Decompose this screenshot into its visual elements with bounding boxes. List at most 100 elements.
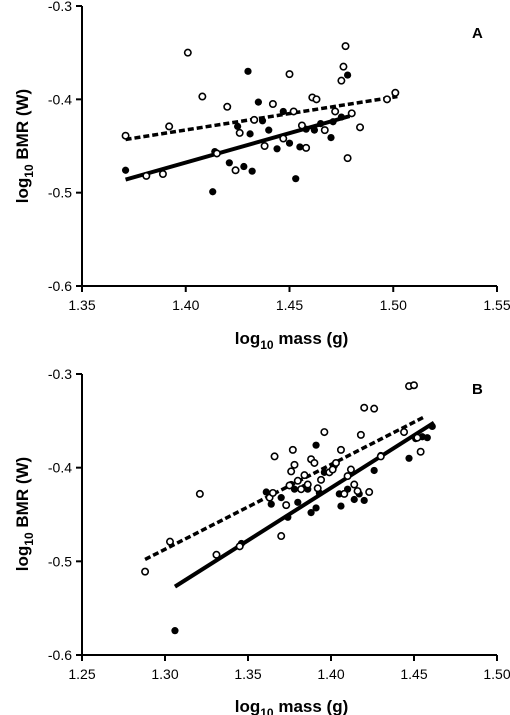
filled-data-point xyxy=(327,134,335,142)
open-data-point xyxy=(328,465,337,474)
open-data-point xyxy=(268,100,277,109)
filled-data-point xyxy=(171,627,179,635)
open-data-point xyxy=(165,122,174,131)
x-tick-label: 1.55 xyxy=(483,297,510,313)
open-data-point xyxy=(183,48,192,57)
y-tick-label: -0.4 xyxy=(48,460,72,476)
solid-fit-line xyxy=(125,114,351,182)
open-data-point xyxy=(376,452,385,461)
filled-data-point xyxy=(296,143,304,151)
x-axis-title-main: log xyxy=(235,329,261,348)
x-axis-title-subscript: 10 xyxy=(260,706,274,715)
filled-data-point xyxy=(428,422,436,431)
y-axis-title-main: log xyxy=(13,178,32,204)
x-tick-label: 1.25 xyxy=(68,666,95,682)
open-data-point xyxy=(331,458,340,467)
x-tick-label: 1.40 xyxy=(317,666,344,682)
filled-data-point xyxy=(294,498,302,506)
open-data-point xyxy=(370,404,379,413)
open-data-point xyxy=(121,131,130,140)
open-data-point xyxy=(391,88,400,97)
open-data-point xyxy=(235,128,244,137)
open-data-point xyxy=(365,488,374,497)
open-data-point xyxy=(343,472,352,481)
filled-data-point xyxy=(312,504,320,512)
open-data-point xyxy=(297,121,306,130)
open-data-point xyxy=(350,480,359,489)
filled-data-point xyxy=(234,122,242,130)
open-data-point xyxy=(297,485,306,494)
open-data-point xyxy=(317,475,326,484)
filled-data-point xyxy=(423,434,431,442)
open-data-point xyxy=(289,107,298,116)
open-data-point xyxy=(360,403,369,412)
filled-data-point xyxy=(350,495,358,504)
open-data-point xyxy=(285,481,294,490)
y-tick-label: -0.3 xyxy=(48,0,72,14)
open-data-point xyxy=(413,433,422,442)
open-data-point xyxy=(288,445,297,454)
open-data-point xyxy=(287,467,296,476)
filled-data-point xyxy=(337,502,345,510)
open-data-point xyxy=(198,92,207,101)
open-data-point xyxy=(223,102,232,111)
filled-data-point xyxy=(344,71,352,79)
filled-data-point xyxy=(121,166,130,174)
filled-data-point xyxy=(329,118,337,126)
x-tick-label: 1.50 xyxy=(380,297,407,313)
filled-data-point xyxy=(310,126,318,134)
y-axis-title-rest: BMR (W) xyxy=(13,89,32,165)
filled-data-point xyxy=(312,441,320,449)
open-data-point xyxy=(268,488,277,497)
y-tick-label: -0.4 xyxy=(48,91,72,107)
open-data-point xyxy=(331,107,340,116)
solid-fit-line xyxy=(173,421,435,589)
open-data-point xyxy=(356,123,365,132)
open-data-point xyxy=(320,428,329,437)
filled-data-point xyxy=(209,188,217,196)
open-data-point xyxy=(165,537,174,546)
open-data-point xyxy=(310,458,319,467)
filled-data-point xyxy=(258,117,267,125)
open-data-point xyxy=(260,142,269,151)
filled-data-point xyxy=(262,488,270,496)
filled-data-point xyxy=(277,494,285,502)
x-tick-label: 1.35 xyxy=(234,666,261,682)
open-data-point xyxy=(346,465,355,474)
x-tick-label: 1.40 xyxy=(172,297,199,313)
x-tick-label: 1.30 xyxy=(151,666,178,682)
filled-data-point xyxy=(265,126,273,134)
open-data-point xyxy=(409,381,418,390)
open-data-point xyxy=(277,532,286,541)
open-data-point xyxy=(320,126,329,135)
open-data-point xyxy=(383,95,392,104)
dashed-fit-line xyxy=(144,415,425,562)
x-axis-title-rest: mass (g) xyxy=(274,329,349,348)
open-data-point xyxy=(416,447,425,456)
x-axis-title-rest: mass (g) xyxy=(274,697,349,715)
filled-data-point xyxy=(317,120,325,128)
filled-data-point xyxy=(254,98,262,106)
x-tick-label: 1.35 xyxy=(68,297,95,313)
open-data-point xyxy=(293,476,302,485)
open-data-point xyxy=(142,171,151,180)
open-data-point xyxy=(337,76,346,85)
filled-data-point xyxy=(279,107,287,116)
panel-a: -0.3-0.4-0.5-0.61.35 1.40 1.45 1.50 1.55log1… xyxy=(13,0,510,352)
y-tick-label: -0.6 xyxy=(48,647,72,663)
y-tick-label: -0.3 xyxy=(48,366,72,382)
filled-data-point xyxy=(307,509,315,517)
panel-label: B xyxy=(472,381,483,398)
filled-data-point xyxy=(244,67,252,75)
filled-data-point xyxy=(337,113,345,121)
x-axis-title-main: log xyxy=(235,697,261,715)
y-tick-label: -0.5 xyxy=(48,553,72,569)
y-axis-title-subscript: 10 xyxy=(22,164,36,178)
open-data-point xyxy=(339,62,348,71)
filled-data-point xyxy=(285,139,294,147)
open-data-point xyxy=(340,489,349,498)
open-data-point xyxy=(141,567,150,576)
x-axis-title: log10 mass (g) xyxy=(235,329,349,352)
filled-data-point xyxy=(405,454,413,462)
